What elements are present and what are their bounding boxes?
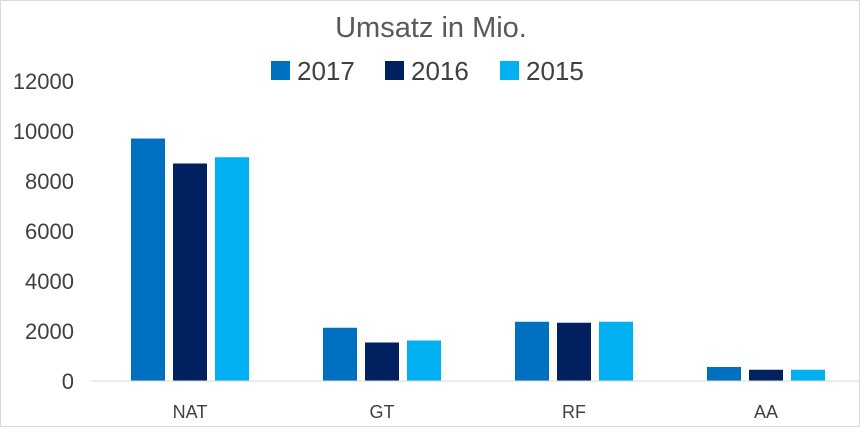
legend-item-2016: 2016 xyxy=(385,56,469,86)
legend-label: 2016 xyxy=(411,56,469,86)
y-tick-label: 4000 xyxy=(25,269,74,294)
bar-gt-2017 xyxy=(323,327,357,381)
bar-rf-2016 xyxy=(557,322,591,381)
legend-label: 2017 xyxy=(297,56,355,86)
legend-swatch xyxy=(385,61,404,80)
bar-gt-2016 xyxy=(365,342,399,381)
legend-swatch xyxy=(500,61,519,80)
y-tick-label: 0 xyxy=(62,369,74,394)
bar-aa-2017 xyxy=(707,367,741,381)
y-tick-label: 12000 xyxy=(13,69,74,94)
legend-label: 2015 xyxy=(526,56,584,86)
y-axis: 0 2000 4000 6000 8000 10000 12000 xyxy=(13,69,74,394)
bar-rf-2017 xyxy=(515,321,549,381)
y-tick-label: 2000 xyxy=(25,319,74,344)
y-tick-label: 6000 xyxy=(25,219,74,244)
y-tick-label: 10000 xyxy=(13,119,74,144)
legend-swatch xyxy=(271,61,290,80)
x-tick-label: NAT xyxy=(173,402,208,422)
x-tick-label: RF xyxy=(562,402,586,422)
bar-aa-2015 xyxy=(791,369,825,381)
bar-gt-2015 xyxy=(407,340,441,381)
bar-nat-2016 xyxy=(173,163,207,381)
x-tick-label: AA xyxy=(754,402,778,422)
bar-aa-2016 xyxy=(749,369,783,381)
y-tick-label: 8000 xyxy=(25,169,74,194)
bar-nat-2015 xyxy=(215,157,249,381)
legend-item-2017: 2017 xyxy=(271,56,355,86)
bars xyxy=(131,138,825,381)
legend-item-2015: 2015 xyxy=(500,56,584,86)
legend: 2017 2016 2015 xyxy=(271,56,584,86)
x-axis: NAT GT RF AA xyxy=(173,402,778,422)
bar-nat-2017 xyxy=(131,138,165,381)
bar-rf-2015 xyxy=(599,321,633,381)
x-tick-label: GT xyxy=(370,402,395,422)
chart-title: Umsatz in Mio. xyxy=(335,12,527,44)
